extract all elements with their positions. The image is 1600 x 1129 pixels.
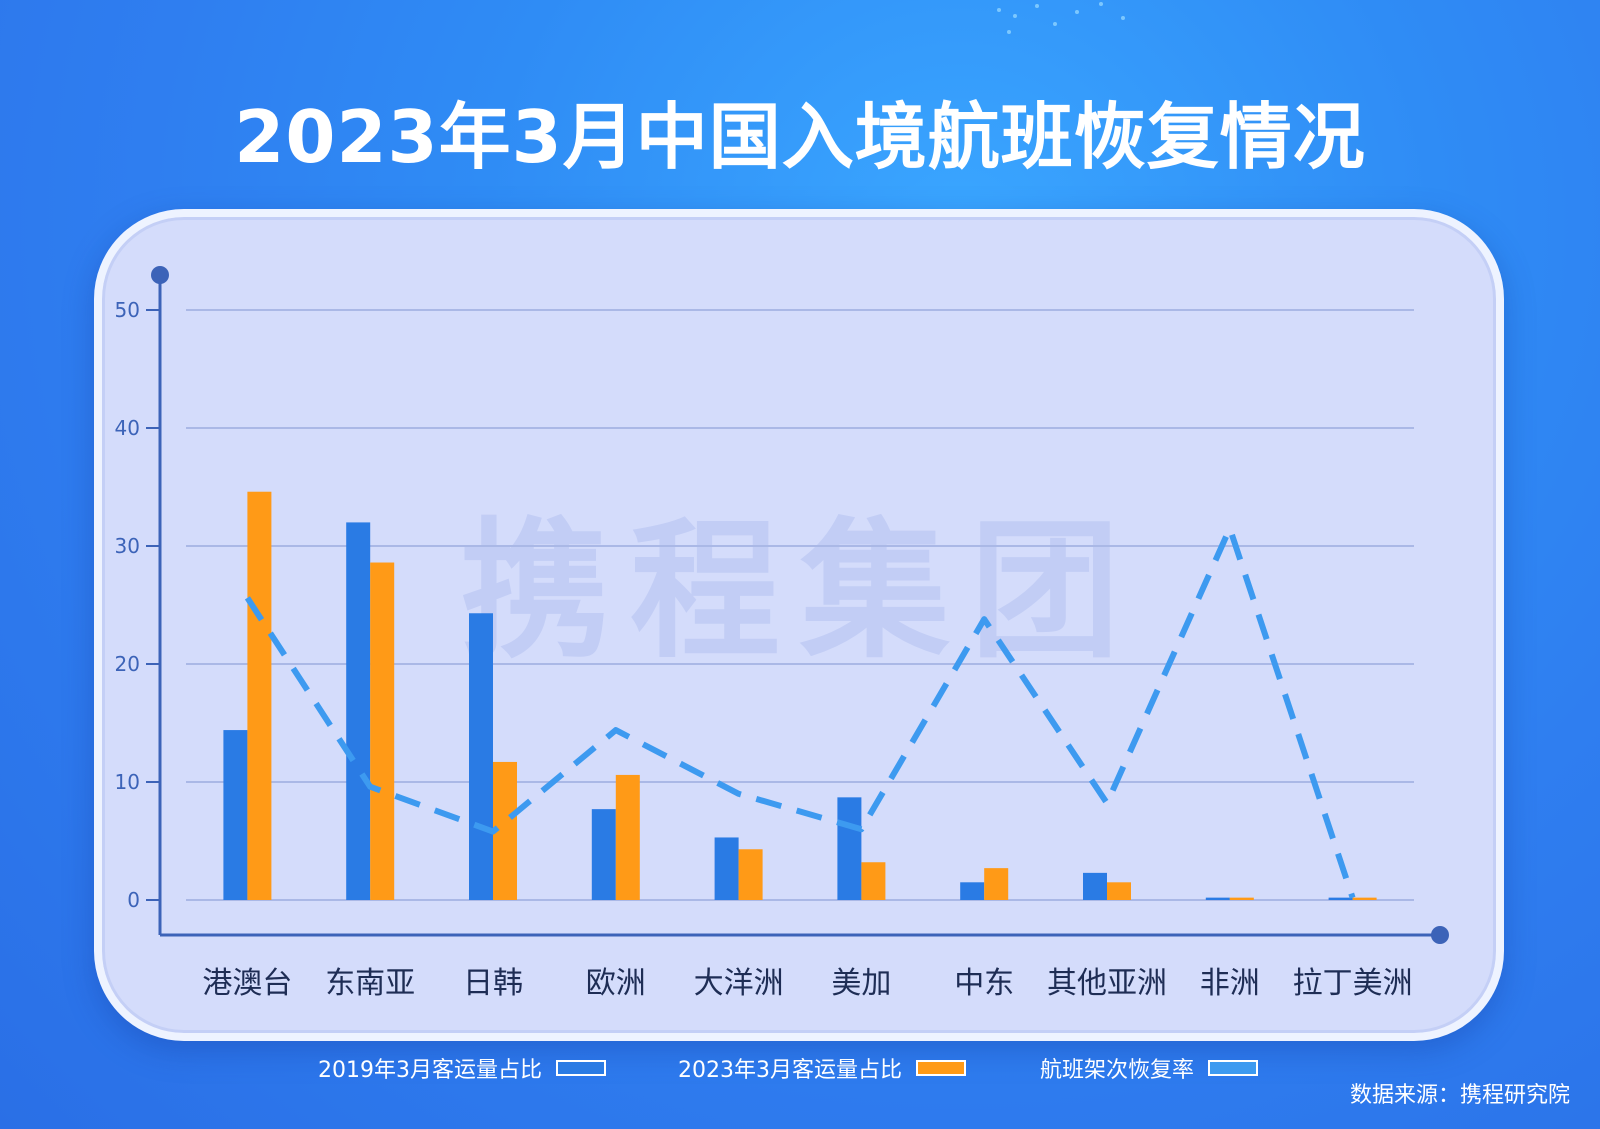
bar-2023	[1352, 897, 1377, 900]
x-category-label: 中东	[954, 966, 1014, 1001]
bar-2023	[247, 491, 272, 900]
bar-2023	[861, 862, 886, 900]
bar-2019	[591, 809, 616, 900]
legend-item-2019: 2019年3月客运量占比	[318, 1052, 606, 1084]
bar-2023	[984, 868, 1009, 900]
chart-panel	[94, 209, 1504, 1041]
bar-2023	[1107, 882, 1131, 900]
y-tick-label: 10	[115, 770, 140, 794]
bar-2023	[370, 562, 395, 900]
bar-2019	[1205, 897, 1230, 900]
legend-swatch-2023	[916, 1060, 966, 1076]
legend-label-2019: 2019年3月客运量占比	[318, 1058, 542, 1083]
bar-2019	[223, 730, 248, 900]
legend-swatch-2019	[556, 1060, 606, 1076]
x-category-label: 其他亚洲	[1047, 966, 1167, 1001]
bar-2023	[615, 774, 640, 900]
y-tick-label: 20	[115, 652, 140, 676]
bar-2019	[837, 797, 862, 900]
watermark-logo: 携程集团	[459, 505, 1140, 679]
bar-2019	[714, 837, 739, 900]
bar-2019	[469, 613, 493, 900]
legend-label-recovery: 航班架次恢复率	[1040, 1058, 1195, 1083]
bar-2023	[1229, 897, 1254, 900]
x-category-label: 东南亚	[325, 966, 415, 1001]
legend-label-2023: 2023年3月客运量占比	[678, 1058, 902, 1083]
bar-2019	[346, 522, 371, 900]
y-axis-end-dot	[151, 266, 169, 284]
bar-2019	[1328, 897, 1353, 900]
x-category-label: 欧洲	[586, 966, 646, 1001]
chart-title: 2023年3月中国入境航班恢复情况	[234, 95, 1366, 179]
bar-2019	[960, 882, 985, 900]
bar-2019	[1083, 872, 1107, 900]
x-category-label: 港澳台	[202, 966, 292, 1001]
y-tick-label: 40	[115, 416, 140, 440]
x-category-label: 美加	[831, 966, 891, 1001]
legend: 2019年3月客运量占比 2023年3月客运量占比 航班架次恢复率	[0, 1052, 1600, 1092]
x-axis-end-dot	[1431, 926, 1449, 944]
decorative-dots	[995, 0, 1155, 50]
bar-2023	[738, 849, 763, 900]
y-tick-label: 50	[115, 298, 140, 322]
legend-item-2023: 2023年3月客运量占比	[678, 1052, 966, 1084]
x-category-label: 日韩	[463, 966, 523, 1001]
y-tick-label: 30	[115, 534, 140, 558]
x-category-label: 大洋洲	[694, 966, 784, 1001]
data-source: 数据来源：携程研究院	[1349, 1083, 1570, 1108]
x-category-label: 非洲	[1200, 966, 1260, 1001]
x-category-label: 拉丁美洲	[1293, 966, 1413, 1001]
legend-swatch-recovery	[1208, 1060, 1259, 1076]
legend-item-recovery: 航班架次恢复率	[1040, 1052, 1259, 1084]
recovery-rate-line	[244, 525, 1356, 899]
y-tick-label: 0	[127, 888, 140, 912]
